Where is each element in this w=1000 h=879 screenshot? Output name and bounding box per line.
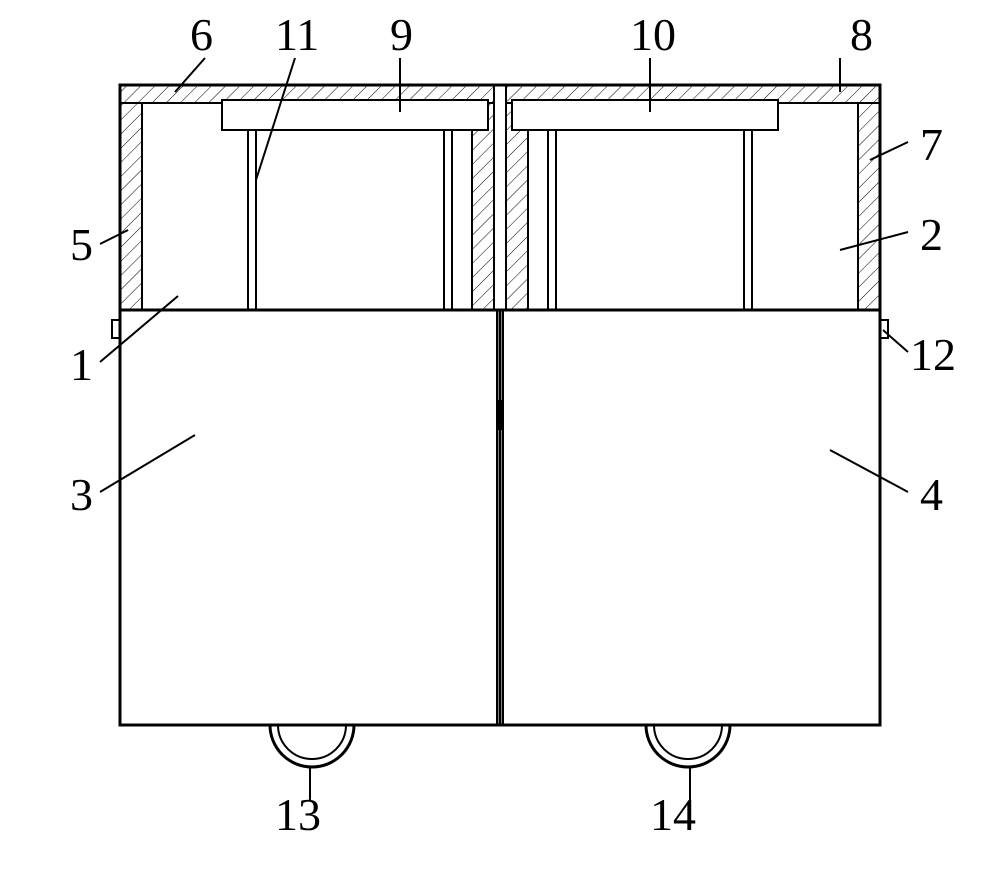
label-n14: 14 xyxy=(650,789,696,840)
hatched-side-right-inner xyxy=(506,103,528,310)
wheel-left-inner xyxy=(278,725,346,759)
label-n1: 1 xyxy=(70,339,93,390)
label-n7: 7 xyxy=(920,119,943,170)
label-n13: 13 xyxy=(275,789,321,840)
leader-n3 xyxy=(100,435,195,492)
label-n9: 9 xyxy=(390,9,413,60)
label-n10: 10 xyxy=(630,9,676,60)
hatched-side-left-outer xyxy=(120,103,142,310)
lower-body-left xyxy=(120,310,500,725)
wheel-left xyxy=(270,725,354,767)
diagram-canvas: 1234567891011121314 xyxy=(0,0,1000,879)
label-n5: 5 xyxy=(70,219,93,270)
lid-left xyxy=(222,100,488,130)
hatched-side-left-inner xyxy=(472,103,494,310)
label-n2: 2 xyxy=(920,209,943,260)
label-n11: 11 xyxy=(275,9,319,60)
label-n4: 4 xyxy=(920,469,943,520)
center-latch xyxy=(496,400,504,430)
label-n8: 8 xyxy=(850,9,873,60)
leader-n12 xyxy=(883,330,908,352)
label-n12: 12 xyxy=(910,329,956,380)
wheel-right-inner xyxy=(654,725,722,759)
hatched-side-right-outer xyxy=(858,103,880,310)
label-n6: 6 xyxy=(190,9,213,60)
wheel-right xyxy=(646,725,730,767)
lid-right xyxy=(512,100,778,130)
label-n3: 3 xyxy=(70,469,93,520)
leader-n4 xyxy=(830,450,908,492)
lower-body-right xyxy=(500,310,880,725)
